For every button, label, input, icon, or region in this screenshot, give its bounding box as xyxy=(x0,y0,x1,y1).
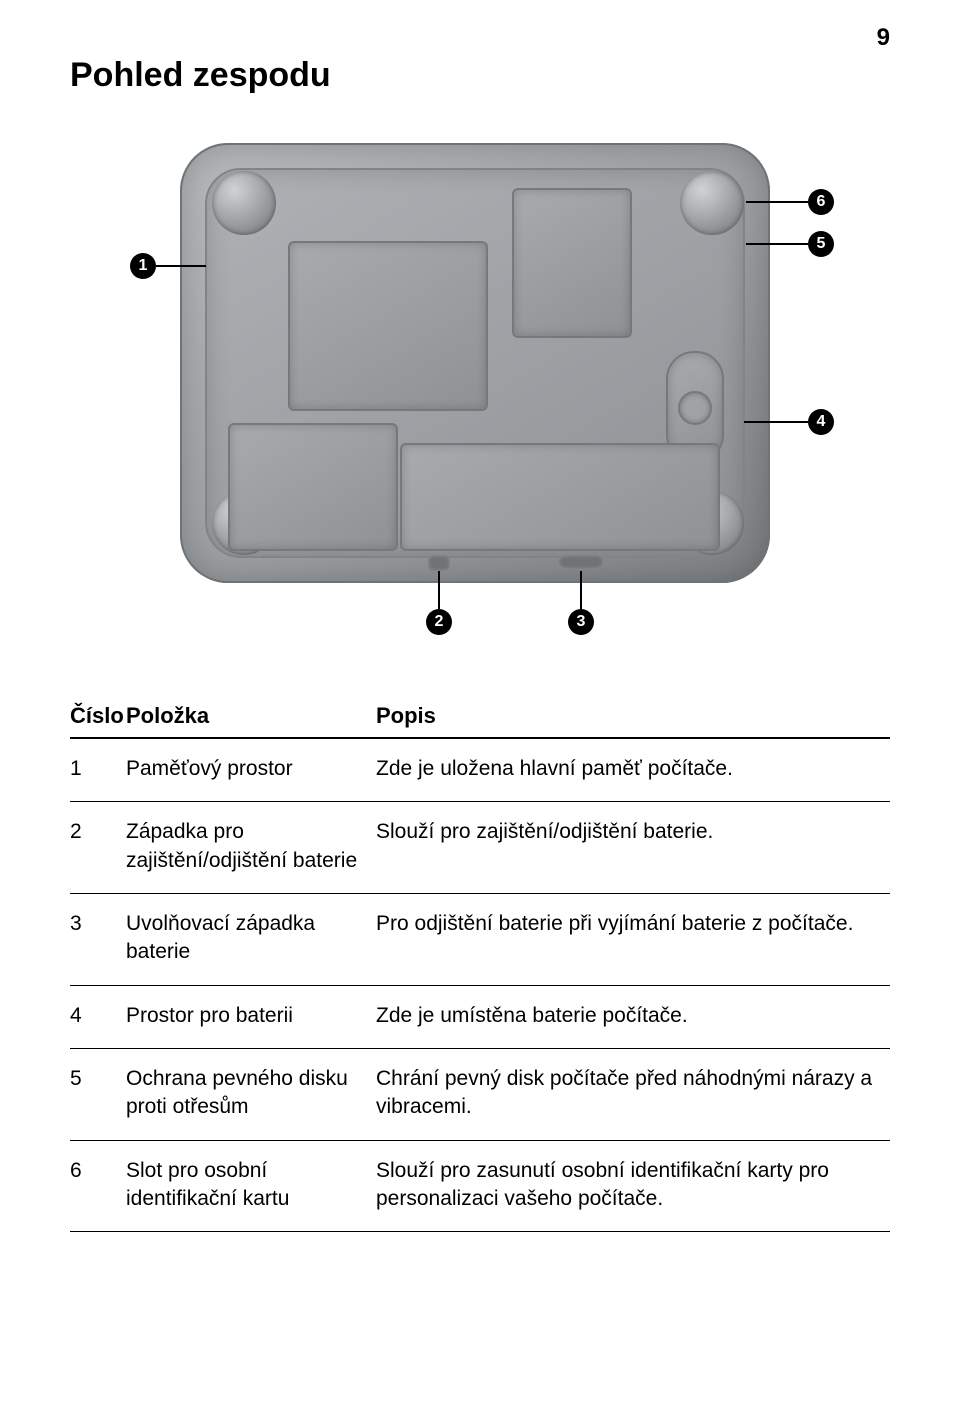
cell-num: 1 xyxy=(70,755,126,783)
callout-1: 1 xyxy=(130,253,156,279)
cell-num: 5 xyxy=(70,1065,126,1122)
cell-item: Slot pro osobní identifikační kartu xyxy=(126,1157,376,1214)
battery-lock-latch-icon xyxy=(428,555,450,571)
callout-3: 3 xyxy=(568,609,594,635)
cell-desc: Zde je umístěna baterie počítače. xyxy=(376,1002,890,1030)
hdd-shock-ring-icon xyxy=(678,391,712,425)
cell-desc: Chrání pevný disk počítače před náhodným… xyxy=(376,1065,890,1122)
rubber-foot-icon xyxy=(212,171,276,235)
cell-num: 2 xyxy=(70,818,126,875)
table-row: 4 Prostor pro baterii Zde je umístěna ba… xyxy=(70,986,890,1049)
callout-2: 2 xyxy=(426,609,452,635)
cell-desc: Slouží pro zajištění/odjištění baterie. xyxy=(376,818,890,875)
table-row: 5 Ochrana pevného disku proti otřesům Ch… xyxy=(70,1049,890,1141)
cell-item: Ochrana pevného disku proti otřesům xyxy=(126,1065,376,1122)
callout-4: 4 xyxy=(808,409,834,435)
leader-line xyxy=(746,201,808,203)
cell-num: 4 xyxy=(70,1002,126,1030)
battery-bay-panel xyxy=(400,443,720,551)
page-title: Pohled zespodu xyxy=(70,56,890,95)
cell-desc: Slouží pro zasunutí osobní identifikační… xyxy=(376,1157,890,1214)
leader-line xyxy=(744,421,808,423)
table-header-row: Číslo Položka Popis xyxy=(70,703,890,739)
cell-num: 6 xyxy=(70,1157,126,1214)
memory-cover-panel xyxy=(288,241,488,411)
leader-line xyxy=(438,571,440,611)
callout-6: 6 xyxy=(808,189,834,215)
parts-table: Číslo Položka Popis 1 Paměťový prostor Z… xyxy=(70,703,890,1232)
callout-5: 5 xyxy=(808,231,834,257)
leader-line xyxy=(156,265,206,267)
document-page: 9 Pohled zespodu 1 6 5 4 2 3 Číslo Polo xyxy=(0,0,960,1292)
table-row: 2 Západka pro zajištění/odjištění bateri… xyxy=(70,802,890,894)
battery-release-latch-icon xyxy=(558,555,604,569)
cell-item: Paměťový prostor xyxy=(126,755,376,783)
leader-line xyxy=(746,243,808,245)
cell-item: Prostor pro baterii xyxy=(126,1002,376,1030)
rubber-foot-icon xyxy=(680,171,744,235)
table-row: 1 Paměťový prostor Zde je uložena hlavní… xyxy=(70,739,890,802)
table-header-num: Číslo xyxy=(70,703,126,729)
table-row: 3 Uvolňovací západka baterie Pro odjiště… xyxy=(70,894,890,986)
table-header-desc: Popis xyxy=(376,703,890,729)
cell-item: Uvolňovací západka baterie xyxy=(126,910,376,967)
cell-desc: Pro odjištění baterie při vyjímání bater… xyxy=(376,910,890,967)
leader-line xyxy=(580,571,582,611)
table-header-item: Položka xyxy=(126,703,376,729)
cell-num: 3 xyxy=(70,910,126,967)
step-panel xyxy=(228,423,398,551)
table-row: 6 Slot pro osobní identifikační kartu Sl… xyxy=(70,1141,890,1233)
id-card-slot-panel xyxy=(512,188,632,338)
cell-desc: Zde je uložena hlavní paměť počítače. xyxy=(376,755,890,783)
page-number: 9 xyxy=(877,24,890,52)
bottom-view-diagram: 1 6 5 4 2 3 xyxy=(70,123,890,643)
cell-item: Západka pro zajištění/odjištění baterie xyxy=(126,818,376,875)
